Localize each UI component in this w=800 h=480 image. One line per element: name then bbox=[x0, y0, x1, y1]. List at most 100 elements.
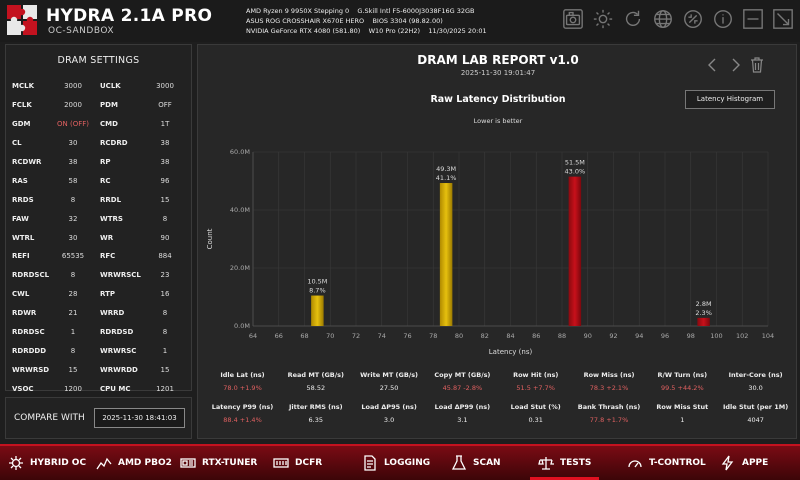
puzzle-logo-icon bbox=[7, 5, 37, 35]
nav-tab-rtx-tuner[interactable]: RTX-TUNER bbox=[180, 446, 257, 480]
nav-tab-label: APPE bbox=[742, 458, 769, 468]
dram-key: GDM bbox=[12, 120, 31, 129]
dram-row: RDRDDD 8 WRWRSC 1 bbox=[12, 341, 187, 360]
dram-value: 1 bbox=[70, 328, 76, 337]
nav-tab-t-control[interactable]: T-CONTROL bbox=[627, 446, 706, 480]
metric-label: Row Miss (ns) bbox=[583, 371, 635, 379]
nav-tab-label: DCFR bbox=[295, 458, 323, 468]
compare-select[interactable]: 2025-11-30 18:41:03 bbox=[94, 408, 185, 428]
sysinfo-line: AMD Ryzen 9 9950X Stepping 0 G.Skill Int… bbox=[246, 7, 475, 15]
nav-tab-dcfr[interactable]: DCFR bbox=[273, 446, 322, 480]
dram-key: MCLK bbox=[12, 82, 34, 91]
chevron-right-icon[interactable] bbox=[728, 57, 742, 73]
dram-value: 21 bbox=[68, 309, 78, 318]
metric-label: Load ΔP95 (ns) bbox=[361, 403, 417, 411]
camera-icon[interactable] bbox=[562, 8, 584, 30]
compare-label: COMPARE WITH bbox=[14, 413, 85, 423]
dram-key: WRWRSCL bbox=[100, 271, 141, 280]
dram-value: 2000 bbox=[64, 101, 82, 110]
globe-icon[interactable] bbox=[652, 8, 674, 30]
bar-value-label: 49.3M bbox=[436, 165, 456, 173]
gear-icon[interactable] bbox=[592, 8, 614, 30]
dram-row: RAS 58 RC 96 bbox=[12, 171, 187, 190]
dram-value: 38 bbox=[160, 158, 170, 166]
x-tick-label: 102 bbox=[736, 332, 748, 340]
dram-value: OFF bbox=[158, 101, 172, 110]
nav-tab-label: AMD PBO2 bbox=[118, 458, 172, 468]
bar bbox=[697, 317, 710, 326]
dram-value: 32 bbox=[68, 214, 78, 223]
dram-row: RDRDSCL 8 WRWRSCL 23 bbox=[12, 266, 187, 285]
chevron-left-icon[interactable] bbox=[706, 57, 720, 73]
metric-value: 3.1 bbox=[426, 416, 499, 424]
dram-key: RC bbox=[100, 176, 111, 185]
dram-value: 23 bbox=[160, 271, 170, 280]
chart-title: Raw Latency Distribution bbox=[430, 94, 566, 105]
dram-value: 3000 bbox=[64, 82, 82, 91]
info-icon[interactable] bbox=[712, 8, 734, 30]
dram-value: 38 bbox=[68, 158, 78, 166]
dram-row: GDM ON (OFF) CMD 1T bbox=[12, 115, 187, 134]
dram-key: RRDL bbox=[100, 195, 122, 204]
report-title: DRAM LAB REPORT v1.0 bbox=[417, 53, 579, 67]
nav-tab-label: HYBRID OC bbox=[30, 458, 87, 468]
x-tick-label: 88 bbox=[558, 332, 566, 340]
dram-row: RRDS 8 RRDL 15 bbox=[12, 190, 187, 209]
sysinfo-line: ASUS ROG CROSSHAIR X670E HERO BIOS 3304 … bbox=[246, 17, 443, 25]
nav-tab-amd-pbo2[interactable]: AMD PBO2 bbox=[96, 446, 172, 480]
nav-tab-tests[interactable]: TESTS bbox=[529, 446, 600, 480]
dram-key: WRWRDD bbox=[100, 365, 138, 374]
dram-value: ON (OFF) bbox=[57, 120, 89, 129]
settings-icon[interactable] bbox=[682, 8, 704, 30]
trash-icon[interactable] bbox=[750, 57, 764, 73]
dram-value: 8 bbox=[162, 328, 168, 337]
bar-percent-label: 8.7% bbox=[309, 287, 326, 295]
metric-value-number: 27.50 bbox=[379, 384, 399, 392]
collapse-icon[interactable] bbox=[772, 8, 794, 30]
x-tick-label: 94 bbox=[635, 332, 643, 340]
metric-cell: Copy MT (GB/s) 45.87 -2.8% bbox=[426, 371, 499, 392]
metric-label: Row Hit (ns) bbox=[513, 371, 559, 379]
dram-row: FCLK 2000 PDM OFF bbox=[12, 96, 187, 115]
virus-icon bbox=[9, 456, 23, 470]
nav-tab-hybrid-oc[interactable]: HYBRID OC bbox=[8, 446, 86, 480]
refresh-icon[interactable] bbox=[622, 8, 644, 30]
metric-value-number: 77.8 bbox=[589, 416, 605, 424]
bar bbox=[568, 176, 582, 326]
nav-tab-label: RTX-TUNER bbox=[202, 458, 258, 468]
x-tick-label: 72 bbox=[352, 332, 360, 340]
gauge-icon bbox=[628, 460, 642, 468]
dram-value: 1201 bbox=[156, 384, 174, 393]
dram-row: CWL 28 RTP 16 bbox=[12, 285, 187, 304]
report-nav bbox=[706, 57, 764, 73]
dram-key: CWL bbox=[12, 290, 30, 299]
metric-value: 78.3 +2.1% bbox=[573, 384, 646, 392]
nav-tab-scan[interactable]: SCAN bbox=[451, 446, 501, 480]
nav-tab-label: LOGGING bbox=[384, 458, 431, 468]
dram-key: RDRDSD bbox=[100, 328, 134, 337]
metric-cell: R/W Turn (ns) 99.5 +44.2% bbox=[646, 371, 719, 392]
dram-value: 30 bbox=[68, 233, 78, 242]
dram-value: 8 bbox=[70, 271, 76, 280]
x-tick-label: 80 bbox=[455, 332, 463, 340]
nav-tab-appe[interactable]: APPE bbox=[720, 446, 768, 480]
dram-value: 884 bbox=[158, 252, 172, 261]
chart-subtitle: Lower is better bbox=[473, 117, 523, 125]
minimize-icon[interactable] bbox=[742, 8, 764, 30]
header: HYDRA 2.1A PRO OC-SANDBOX AMD Ryzen 9 99… bbox=[0, 0, 800, 42]
dram-value: 90 bbox=[160, 233, 170, 242]
metric-value-number: 78.0 bbox=[223, 384, 238, 392]
latency-histogram-button[interactable]: Latency Histogram bbox=[685, 90, 775, 109]
metric-value-number: 6.35 bbox=[308, 416, 324, 424]
metric-value-number: 99.5 bbox=[660, 384, 676, 392]
metric-delta: +1.7% bbox=[604, 416, 629, 424]
dram-key: CL bbox=[12, 139, 22, 148]
metric-delta: +1.4% bbox=[237, 416, 262, 424]
dram-value: 16 bbox=[160, 290, 170, 299]
nav-tab-logging[interactable]: LOGGING bbox=[362, 446, 430, 480]
dram-value: 38 bbox=[160, 139, 170, 148]
metric-label: Load ΔP99 (ns) bbox=[434, 403, 491, 411]
metric-delta: +1.9% bbox=[237, 384, 262, 392]
dram-settings-title: DRAM SETTINGS bbox=[57, 55, 140, 66]
